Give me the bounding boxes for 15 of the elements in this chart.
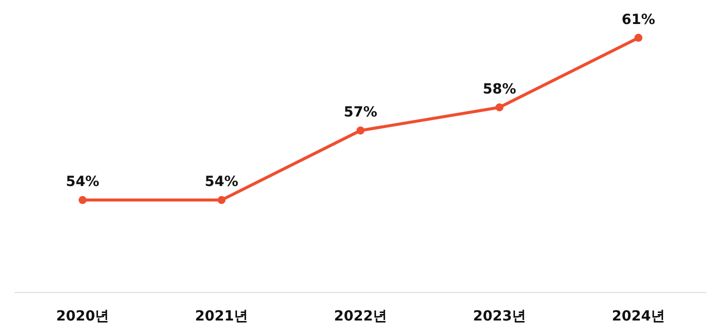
point bbox=[78, 196, 87, 204]
x-tick-label: 2020년 bbox=[56, 308, 110, 324]
point bbox=[218, 196, 226, 204]
data-label: 54% bbox=[204, 174, 238, 190]
data-label: 61% bbox=[622, 12, 656, 28]
data-label: 58% bbox=[482, 81, 516, 98]
data-label: 54% bbox=[66, 174, 100, 190]
point bbox=[634, 34, 642, 42]
point bbox=[356, 126, 364, 135]
x-tick-label: 2021년 bbox=[195, 308, 248, 324]
point bbox=[495, 103, 504, 112]
data-label: 57% bbox=[344, 104, 378, 121]
x-tick-label: 2022년 bbox=[334, 308, 387, 324]
x-tick-label: 2024년 bbox=[612, 308, 665, 324]
x-tick-label: 2023년 bbox=[472, 308, 526, 324]
